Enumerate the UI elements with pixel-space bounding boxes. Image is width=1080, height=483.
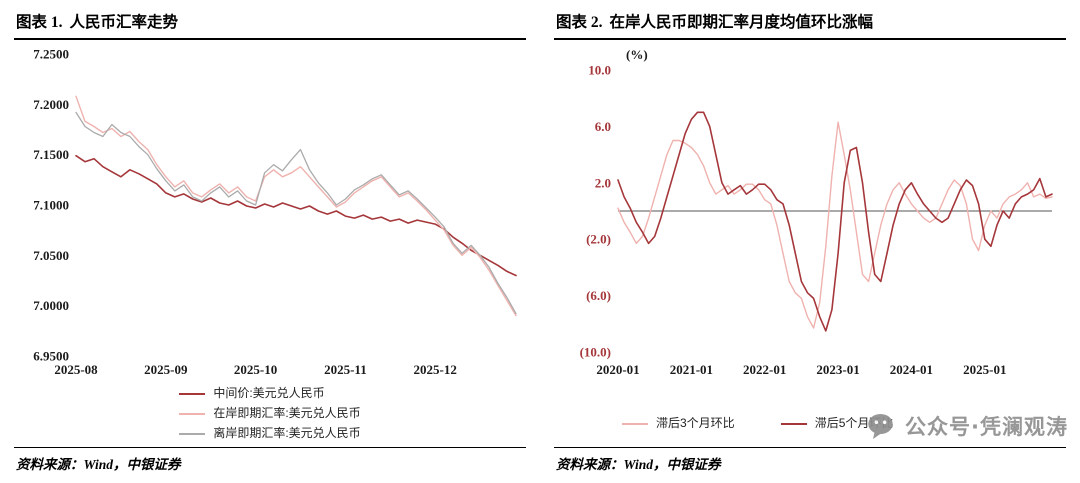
legend-swatch-lag5 (780, 422, 807, 425)
chart2-title: 在岸人民币即期汇率月度均值环比涨幅 (609, 14, 874, 31)
svg-text:2025-12: 2025-12 (414, 362, 457, 377)
legend-label-lag3: 滞后3个月环比 (656, 416, 735, 430)
chart2-source-text: 资料来源：Wind，中银证券 (556, 457, 721, 472)
legend-item-lag3: 滞后3个月环比 (622, 416, 735, 431)
legend-label-offshore-spot: 离岸即期汇率:美元兑人民币 (213, 426, 361, 440)
chart1-canvas: 7.2500 7.2000 7.1500 7.1000 7.0500 7.0000 6.95… (33, 47, 517, 377)
svg-text:2021-01: 2021-01 (670, 362, 713, 377)
svg-text:2024-01: 2024-01 (890, 362, 933, 377)
svg-text:7.0500: 7.0500 (33, 248, 69, 263)
svg-text:7.0000: 7.0000 (33, 298, 69, 313)
svg-text:(6.0): (6.0) (586, 288, 611, 303)
svg-text:7.1000: 7.1000 (33, 198, 69, 213)
svg-text:2025-09: 2025-09 (144, 362, 188, 377)
watermark-text: 公众号·凭澜观涛 (905, 415, 1068, 439)
svg-text:7.2500: 7.2500 (33, 47, 69, 62)
svg-text:6.9500: 6.9500 (33, 349, 69, 364)
legend-item-onshore-spot: 在岸即期汇率:美元兑人民币 (179, 406, 361, 421)
chart2-header: 图表 2. 在岸人民币即期汇率月度均值环比涨幅 (554, 6, 1066, 40)
svg-text:2025-01: 2025-01 (963, 362, 1006, 377)
chart2-tag: 图表 2. (556, 14, 603, 31)
panel-chart1: 图表 1. 人民币汇率走势 7.2500 7.2000 7.1500 7.1000 7.0… (14, 6, 526, 475)
svg-text:7.1500: 7.1500 (33, 147, 69, 162)
svg-text:2022-01: 2022-01 (743, 362, 786, 377)
wechat-watermark: 公众号·凭澜观涛 (867, 411, 1068, 441)
legend-swatch-onshore-spot (179, 412, 206, 415)
svg-text:2025-10: 2025-10 (234, 362, 277, 377)
legend-swatch-lag3 (622, 422, 648, 425)
svg-text:2025-08: 2025-08 (54, 362, 98, 377)
chart2-source: 资料来源：Wind，中银证券 (554, 447, 1066, 475)
chart1-legend: 中间价:美元兑人民币 在岸即期汇率:美元兑人民币 离岸即期汇率:美元兑人民币 (179, 386, 361, 441)
wechat-icon (868, 413, 893, 439)
svg-text:2.0: 2.0 (595, 175, 611, 190)
panel-chart2: 图表 2. 在岸人民币即期汇率月度均值环比涨幅 10.0 6.0 2.0 (2.0) (6… (540, 0, 1080, 483)
svg-text:(10.0): (10.0) (580, 345, 611, 360)
svg-text:6.0: 6.0 (595, 119, 611, 134)
chart1-header: 图表 1. 人民币汇率走势 (14, 6, 526, 40)
svg-text:2023-01: 2023-01 (816, 362, 859, 377)
chart1-source-text: 资料来源：Wind，中银证券 (16, 457, 181, 472)
svg-text:(2.0): (2.0) (586, 232, 611, 247)
legend-label-onshore-spot: 在岸即期汇率:美元兑人民币 (213, 406, 361, 420)
legend-item-offshore-spot: 离岸即期汇率:美元兑人民币 (179, 426, 361, 441)
chart1-title: 人民币汇率走势 (69, 14, 179, 31)
svg-text:2020-01: 2020-01 (596, 362, 639, 377)
chart2-canvas: 10.0 6.0 2.0 (2.0) (6.0) (10.0) 2020-01 2021-01… (580, 47, 1053, 377)
svg-text:7.2000: 7.2000 (33, 97, 69, 112)
chart1-source: 资料来源：Wind，中银证券 (14, 447, 526, 475)
svg-text:2025-11: 2025-11 (324, 362, 367, 377)
legend-swatch-offshore-spot (179, 432, 206, 435)
legend-label-central-parity: 中间价:美元兑人民币 (213, 386, 325, 400)
svg-text:10.0: 10.0 (588, 63, 611, 78)
svg-text:(%): (%) (626, 47, 648, 62)
legend-item-central-parity: 中间价:美元兑人民币 (179, 386, 360, 401)
chart1-tag: 图表 1. (16, 14, 63, 31)
legend-swatch-central-parity (179, 392, 206, 395)
